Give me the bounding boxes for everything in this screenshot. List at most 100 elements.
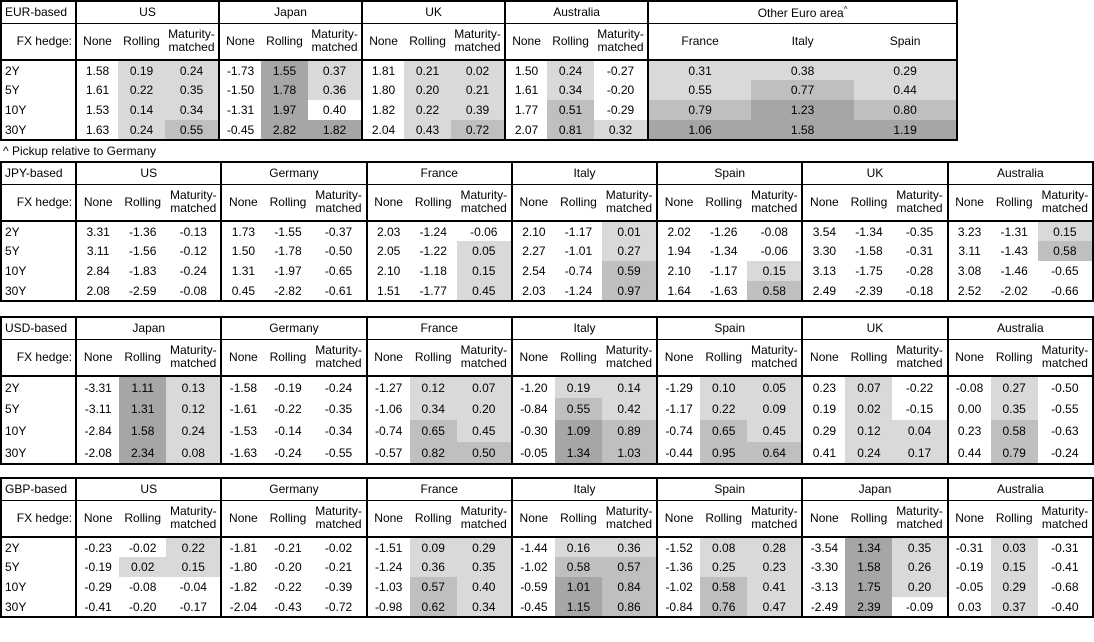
data-cell: -0.02: [129, 540, 157, 555]
data-cell: -1.06: [365, 398, 410, 420]
data-cell: 1.61: [504, 80, 548, 100]
data-cell: 2.52: [946, 281, 991, 301]
data-cell: 0.22: [118, 80, 165, 100]
data-cell: 3.13: [801, 261, 846, 281]
data-cell: -0.35: [905, 224, 934, 239]
data-cell: 1.58: [751, 120, 855, 140]
data-cell: -0.61: [324, 283, 353, 298]
country-group-header: US: [75, 478, 222, 501]
fx-hedge-label: FX hedge:: [1, 23, 76, 61]
data-cell: -0.68: [1051, 580, 1079, 594]
data-cell: -0.40: [1051, 599, 1079, 614]
data-cell: 1.58: [119, 420, 167, 442]
subcol-header: Rolling: [845, 500, 893, 538]
country-group-name: UK: [866, 166, 884, 181]
data-cell: -0.06: [760, 244, 788, 258]
subcol-header: Rolling: [554, 500, 602, 538]
data-cell: -2.02: [1000, 283, 1028, 298]
country-group-name: Australia: [996, 166, 1044, 181]
data-cell: -0.55: [1051, 402, 1079, 416]
subcol-header: None: [75, 339, 120, 377]
data-cell: -3.54: [801, 537, 846, 557]
subcol-header: None: [361, 23, 405, 61]
data-cell: -0.45: [510, 597, 555, 617]
data-cell: -1.02: [656, 577, 701, 597]
data-cell: -1.52: [656, 537, 701, 557]
data-cell: 0.45: [456, 281, 512, 301]
jpy-based-table: JPY-based US Germany France Italy Spain UK Aust…: [0, 161, 1094, 302]
subcol-header: Rolling: [264, 184, 312, 222]
data-cell: 2.54: [510, 261, 555, 281]
country-group-name: UK: [866, 321, 884, 336]
country-group-header: Japan: [218, 1, 363, 24]
data-cell: -2.84: [75, 420, 120, 442]
data-cell: 0.05: [456, 241, 512, 261]
subcol-header: Rolling: [700, 339, 748, 377]
country-group-header: France: [365, 162, 512, 185]
maturity-row-label: 30Y: [5, 599, 27, 614]
subcol-header: Maturity-matched: [456, 339, 512, 377]
country-group-name: Germany: [269, 321, 319, 336]
country-group-header: Spain: [656, 162, 803, 185]
data-cell: 1.75: [845, 577, 893, 597]
gbp-based-section: GBP-based US Germany France Italy Spain Japan A…: [0, 477, 1094, 618]
subcol-header: None: [75, 23, 118, 61]
data-cell: 2.07: [504, 120, 548, 140]
data-cell: -0.29: [606, 103, 635, 117]
maturity-row-label: 5Y: [5, 83, 20, 97]
data-cell: 0.47: [747, 597, 803, 617]
maturity-row-label: 5Y: [5, 244, 20, 258]
data-cell: 0.31: [647, 60, 752, 80]
country-group-header: Australia: [946, 162, 1093, 185]
data-cell: -0.20: [274, 560, 302, 574]
subcol-header: Maturity-matched: [166, 500, 222, 538]
subcol-header: None: [220, 500, 265, 538]
maturity-row-label: 30Y: [5, 445, 27, 460]
subcol-header: Maturity-matched: [311, 500, 367, 538]
data-cell: 1.55: [261, 60, 309, 80]
data-cell: -1.81: [220, 537, 265, 557]
data-cell: -0.24: [179, 264, 207, 278]
maturity-row-label: 2Y: [5, 540, 20, 555]
country-group-name: US: [140, 482, 158, 497]
country-group-name: Australia: [553, 5, 600, 20]
subcol-header: Maturity-matched: [602, 184, 658, 222]
subcol-header: None: [801, 184, 846, 222]
data-cell: -0.19: [946, 557, 991, 577]
data-cell: -0.05: [510, 442, 555, 464]
country-group-header: US: [74, 1, 220, 24]
data-cell: 0.12: [409, 376, 457, 398]
data-cell: 0.34: [409, 398, 457, 420]
data-cell: -0.02: [324, 540, 353, 555]
table-base-label: USD-based: [1, 317, 77, 340]
subcol-header: None: [801, 339, 846, 377]
country-group-header: Japan: [801, 478, 948, 501]
data-cell: 0.39: [451, 100, 506, 120]
usd-based-table: USD-based Japan Germany France Italy Spain UK A…: [0, 316, 1094, 465]
data-cell: -0.19: [75, 557, 120, 577]
data-cell: -1.03: [365, 577, 410, 597]
data-cell: -1.43: [1000, 244, 1028, 258]
data-cell: 0.40: [322, 103, 347, 117]
country-group-name: Australia: [996, 321, 1044, 336]
country-group-header: US: [75, 162, 222, 185]
data-cell: -0.41: [1051, 560, 1079, 574]
data-cell: 0.29: [990, 577, 1038, 597]
data-cell: -0.50: [1051, 380, 1079, 395]
subcol-header: Rolling: [700, 184, 748, 222]
data-cell: -1.24: [419, 224, 447, 239]
subcol-header: Maturity-matched: [1037, 500, 1093, 538]
country-group-header: France: [365, 478, 512, 501]
eur-based-section: EUR-based US Japan UK Australia Other Euro ar…: [0, 0, 1094, 141]
data-cell: -1.50: [218, 80, 262, 100]
data-cell: 0.24: [547, 60, 595, 80]
data-cell: 0.41: [747, 577, 803, 597]
country-group-name: Spain: [714, 482, 746, 497]
data-cell: -1.17: [564, 224, 593, 239]
data-cell: -0.18: [905, 283, 934, 298]
data-cell: -0.66: [1051, 283, 1079, 298]
data-cell: 1.58: [845, 557, 893, 577]
country-group-header: UK: [361, 1, 506, 24]
subcol-header: Rolling: [409, 500, 457, 538]
